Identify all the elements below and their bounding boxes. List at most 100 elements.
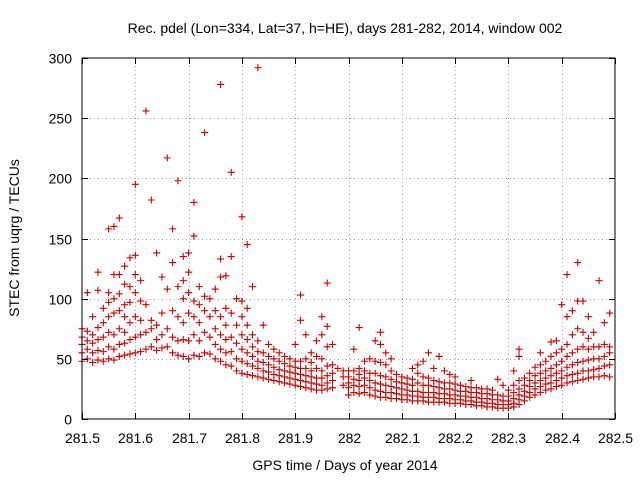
- stec-point: [318, 381, 326, 389]
- stec-point: [281, 360, 289, 368]
- stec-point: [254, 64, 262, 72]
- stec-point: [190, 232, 198, 240]
- stec-point: [265, 361, 273, 369]
- stec-point: [137, 331, 145, 339]
- stec-point: [590, 328, 598, 336]
- stec-point: [398, 373, 406, 381]
- stec-point: [158, 273, 166, 281]
- stec-point: [201, 292, 209, 300]
- stec-point: [360, 357, 368, 365]
- plot-frame: [81, 57, 616, 420]
- stec-point: [297, 291, 305, 299]
- stec-point: [105, 355, 113, 363]
- stec-point: [259, 374, 267, 382]
- stec-point: [110, 331, 118, 339]
- stec-point: [574, 259, 582, 267]
- stec-point: [238, 345, 246, 353]
- stec-point: [531, 372, 539, 380]
- stec-point: [174, 177, 182, 185]
- stec-point: [217, 273, 225, 281]
- x-tick-label: 281.9: [278, 430, 313, 446]
- stec-point: [137, 297, 145, 305]
- stec-point: [467, 376, 475, 384]
- stec-point: [115, 271, 123, 279]
- stec-point: [606, 343, 614, 351]
- stec-point: [307, 379, 315, 387]
- stec-point: [94, 346, 102, 354]
- stec-point: [110, 295, 118, 303]
- stec-point: [286, 380, 294, 388]
- stec-point: [217, 80, 225, 88]
- stec-point: [137, 316, 145, 324]
- stec-point: [392, 370, 400, 378]
- stec-point: [302, 384, 310, 392]
- stec-point: [563, 352, 571, 360]
- stec-point: [142, 107, 150, 115]
- stec-point: [142, 301, 150, 309]
- stec-point: [185, 249, 193, 257]
- stec-point: [606, 373, 614, 381]
- stec-point: [222, 321, 230, 329]
- stec-point: [462, 383, 470, 391]
- stec-point: [105, 298, 113, 306]
- stec-point: [584, 356, 592, 364]
- stec-point: [179, 352, 187, 360]
- stec-point: [424, 349, 432, 357]
- stec-point: [360, 367, 368, 375]
- stec-point: [574, 369, 582, 377]
- stec-point: [584, 367, 592, 375]
- stec-point: [243, 370, 251, 378]
- stec-point: [131, 349, 139, 357]
- stec-point: [83, 327, 91, 335]
- stec-point: [302, 331, 310, 339]
- stec-point: [414, 379, 422, 387]
- stec-point: [329, 369, 337, 377]
- stec-point: [313, 380, 321, 388]
- stec-point: [238, 213, 246, 221]
- y-tick-label: 300: [49, 51, 73, 67]
- stec-point: [201, 307, 209, 315]
- stec-point: [233, 339, 241, 347]
- stec-point: [126, 350, 134, 358]
- stec-point: [520, 374, 528, 382]
- stec-point: [211, 340, 219, 348]
- stec-point: [531, 363, 539, 371]
- x-tick-label: 281.7: [172, 430, 207, 446]
- stec-point: [345, 379, 352, 387]
- stec-point: [552, 349, 560, 357]
- stec-point: [281, 373, 289, 381]
- stec-point: [584, 313, 592, 321]
- stec-point: [563, 340, 571, 348]
- stec-point: [355, 376, 363, 384]
- stec-point: [222, 349, 230, 357]
- x-tick-label: 281.5: [65, 430, 100, 446]
- stec-point: [190, 198, 198, 206]
- stec-point: [318, 374, 326, 382]
- stec-point: [435, 384, 443, 392]
- stec-point: [291, 369, 299, 377]
- stec-point: [408, 364, 416, 372]
- stec-point: [494, 391, 502, 399]
- stec-point: [243, 360, 251, 368]
- stec-point: [243, 241, 251, 249]
- stec-point: [94, 286, 102, 294]
- stec-point: [323, 379, 331, 387]
- stec-point: [323, 385, 331, 393]
- stec-point: [451, 380, 459, 388]
- stec-point: [536, 369, 544, 377]
- stec-point: [217, 255, 225, 263]
- stec-point: [515, 376, 523, 384]
- stec-point: [190, 331, 198, 339]
- stec-point: [318, 313, 326, 321]
- stec-point: [254, 348, 262, 356]
- stec-point: [318, 367, 326, 375]
- stec-point: [371, 337, 379, 345]
- stec-point: [435, 378, 443, 386]
- stec-point: [121, 262, 129, 270]
- stec-point: [89, 331, 97, 339]
- stec-point: [94, 324, 102, 332]
- stec-point: [563, 363, 571, 371]
- grid-lines: [82, 58, 615, 419]
- stec-point: [115, 290, 123, 298]
- stec-point: [254, 337, 262, 345]
